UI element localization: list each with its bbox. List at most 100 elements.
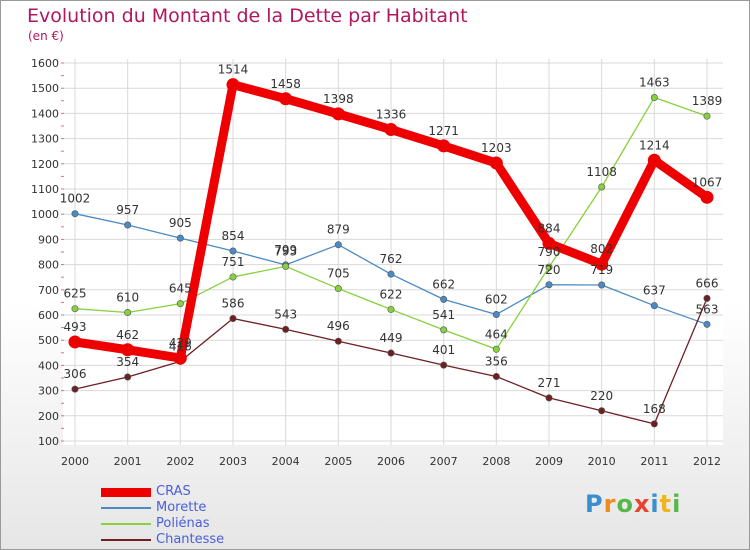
y-tick-label: 1600 <box>31 57 59 70</box>
data-label-Morette: 563 <box>696 302 719 316</box>
data-label-Poliénas: 464 <box>485 327 508 341</box>
data-point-Poliénas <box>387 305 395 313</box>
legend-item-Poliénas: Poliénas <box>101 516 301 532</box>
y-tick-label: 1400 <box>31 107 59 120</box>
data-label-Morette: 879 <box>327 223 350 237</box>
y-tick-label: 300 <box>38 385 59 398</box>
data-point-Chantesse <box>229 315 237 323</box>
data-point-Morette <box>598 281 606 289</box>
x-tick-label: 2012 <box>693 455 721 468</box>
x-tick-label: 2010 <box>588 455 616 468</box>
data-label-Morette: 662 <box>432 277 455 291</box>
x-tick-label: 2011 <box>640 455 668 468</box>
x-tick-label: 2009 <box>535 455 563 468</box>
x-tick-label: 2006 <box>377 455 405 468</box>
data-label-Morette: 957 <box>116 203 139 217</box>
data-label-Chantesse: 496 <box>327 319 350 333</box>
data-point-CRAS <box>226 78 240 92</box>
data-point-Poliénas <box>124 308 132 316</box>
data-point-CRAS <box>68 335 82 349</box>
data-label-Poliénas: 705 <box>327 267 350 281</box>
data-point-Morette <box>545 281 553 289</box>
data-label-Chantesse: 354 <box>116 355 139 369</box>
data-point-Poliénas <box>492 345 500 353</box>
data-point-Morette <box>650 302 658 310</box>
data-label-CRAS: 1203 <box>481 141 512 155</box>
data-label-CRAS: 1514 <box>218 63 249 77</box>
data-point-Chantesse <box>124 373 132 381</box>
data-point-Morette <box>703 320 711 328</box>
legend-label: CRAS <box>156 484 191 499</box>
data-label-Poliénas: 790 <box>538 245 561 259</box>
x-tick-label: 2007 <box>430 455 458 468</box>
y-tick-label: 100 <box>38 435 59 448</box>
data-point-Poliénas <box>650 94 658 102</box>
y-tick-label: 1500 <box>31 82 59 95</box>
data-label-Poliénas: 541 <box>432 308 455 322</box>
y-tick-label: 1200 <box>31 158 59 171</box>
data-point-Chantesse <box>387 349 395 357</box>
data-point-CRAS <box>437 139 451 153</box>
legend-item-Chantesse: Chantesse <box>101 532 301 548</box>
data-point-Morette <box>492 310 500 318</box>
data-label-Poliénas: 645 <box>169 282 192 296</box>
data-label-CRAS: 429 <box>169 336 192 350</box>
data-label-Morette: 854 <box>222 229 245 243</box>
y-tick-label: 1100 <box>31 183 59 196</box>
y-tick-label: 200 <box>38 410 59 423</box>
data-point-Chantesse <box>440 361 448 369</box>
data-label-CRAS: 884 <box>538 221 561 235</box>
x-tick-label: 2008 <box>482 455 510 468</box>
logo-letter: r <box>603 490 617 518</box>
proxiti-logo: Proxiti <box>585 490 681 518</box>
data-label-Poliénas: 751 <box>222 255 245 269</box>
data-label-Chantesse: 666 <box>696 276 719 290</box>
data-label-Chantesse: 356 <box>485 354 508 368</box>
x-tick-label: 2000 <box>61 455 89 468</box>
data-label-CRAS: 1067 <box>692 175 723 189</box>
legend-swatch <box>101 488 151 497</box>
legend-item-CRAS: CRAS <box>101 484 301 500</box>
data-point-Morette <box>124 221 132 229</box>
y-tick-label: 1000 <box>31 208 59 221</box>
plot-area <box>63 59 723 445</box>
data-label-Morette: 720 <box>538 263 561 277</box>
data-label-Poliénas: 1108 <box>586 165 617 179</box>
data-label-Chantesse: 449 <box>380 331 403 345</box>
data-point-Morette <box>387 270 395 278</box>
logo-letter: t <box>659 490 673 518</box>
data-point-Chantesse <box>650 420 658 428</box>
data-point-Chantesse <box>598 407 606 415</box>
chart-title: Evolution du Montant de la Dette par Hab… <box>27 5 468 27</box>
logo-letter: x <box>633 490 651 518</box>
y-tick-label: 700 <box>38 284 59 297</box>
legend: CRAS Morette Poliénas Chantesse <box>101 484 301 548</box>
y-tick-label: 500 <box>38 334 59 347</box>
legend-label: Morette <box>156 500 207 515</box>
logo-letter: P <box>585 490 604 518</box>
data-point-CRAS <box>489 156 503 170</box>
x-tick-label: 2003 <box>219 455 247 468</box>
data-label-CRAS: 1398 <box>323 92 354 106</box>
data-point-Poliénas <box>176 300 184 308</box>
data-label-Morette: 1002 <box>60 192 91 206</box>
data-label-Poliénas: 793 <box>274 244 297 258</box>
data-point-CRAS <box>595 257 609 271</box>
data-label-CRAS: 1336 <box>376 108 407 122</box>
x-tick-label: 2005 <box>324 455 352 468</box>
data-label-Poliénas: 1463 <box>639 76 670 90</box>
data-label-Morette: 799 <box>274 243 297 257</box>
chart-subtitle: (en €) <box>28 29 64 43</box>
data-point-CRAS <box>384 123 398 137</box>
data-label-Chantesse: 401 <box>432 343 455 357</box>
data-point-Morette <box>229 247 237 255</box>
data-point-Poliénas <box>598 183 606 191</box>
x-tick-label: 2002 <box>166 455 194 468</box>
data-point-Morette <box>440 295 448 303</box>
y-tick-label: 800 <box>38 259 59 272</box>
data-point-Chantesse <box>334 337 342 345</box>
data-label-Morette: 719 <box>590 263 613 277</box>
data-label-Morette: 602 <box>485 292 508 306</box>
data-label-Chantesse: 306 <box>64 367 87 381</box>
